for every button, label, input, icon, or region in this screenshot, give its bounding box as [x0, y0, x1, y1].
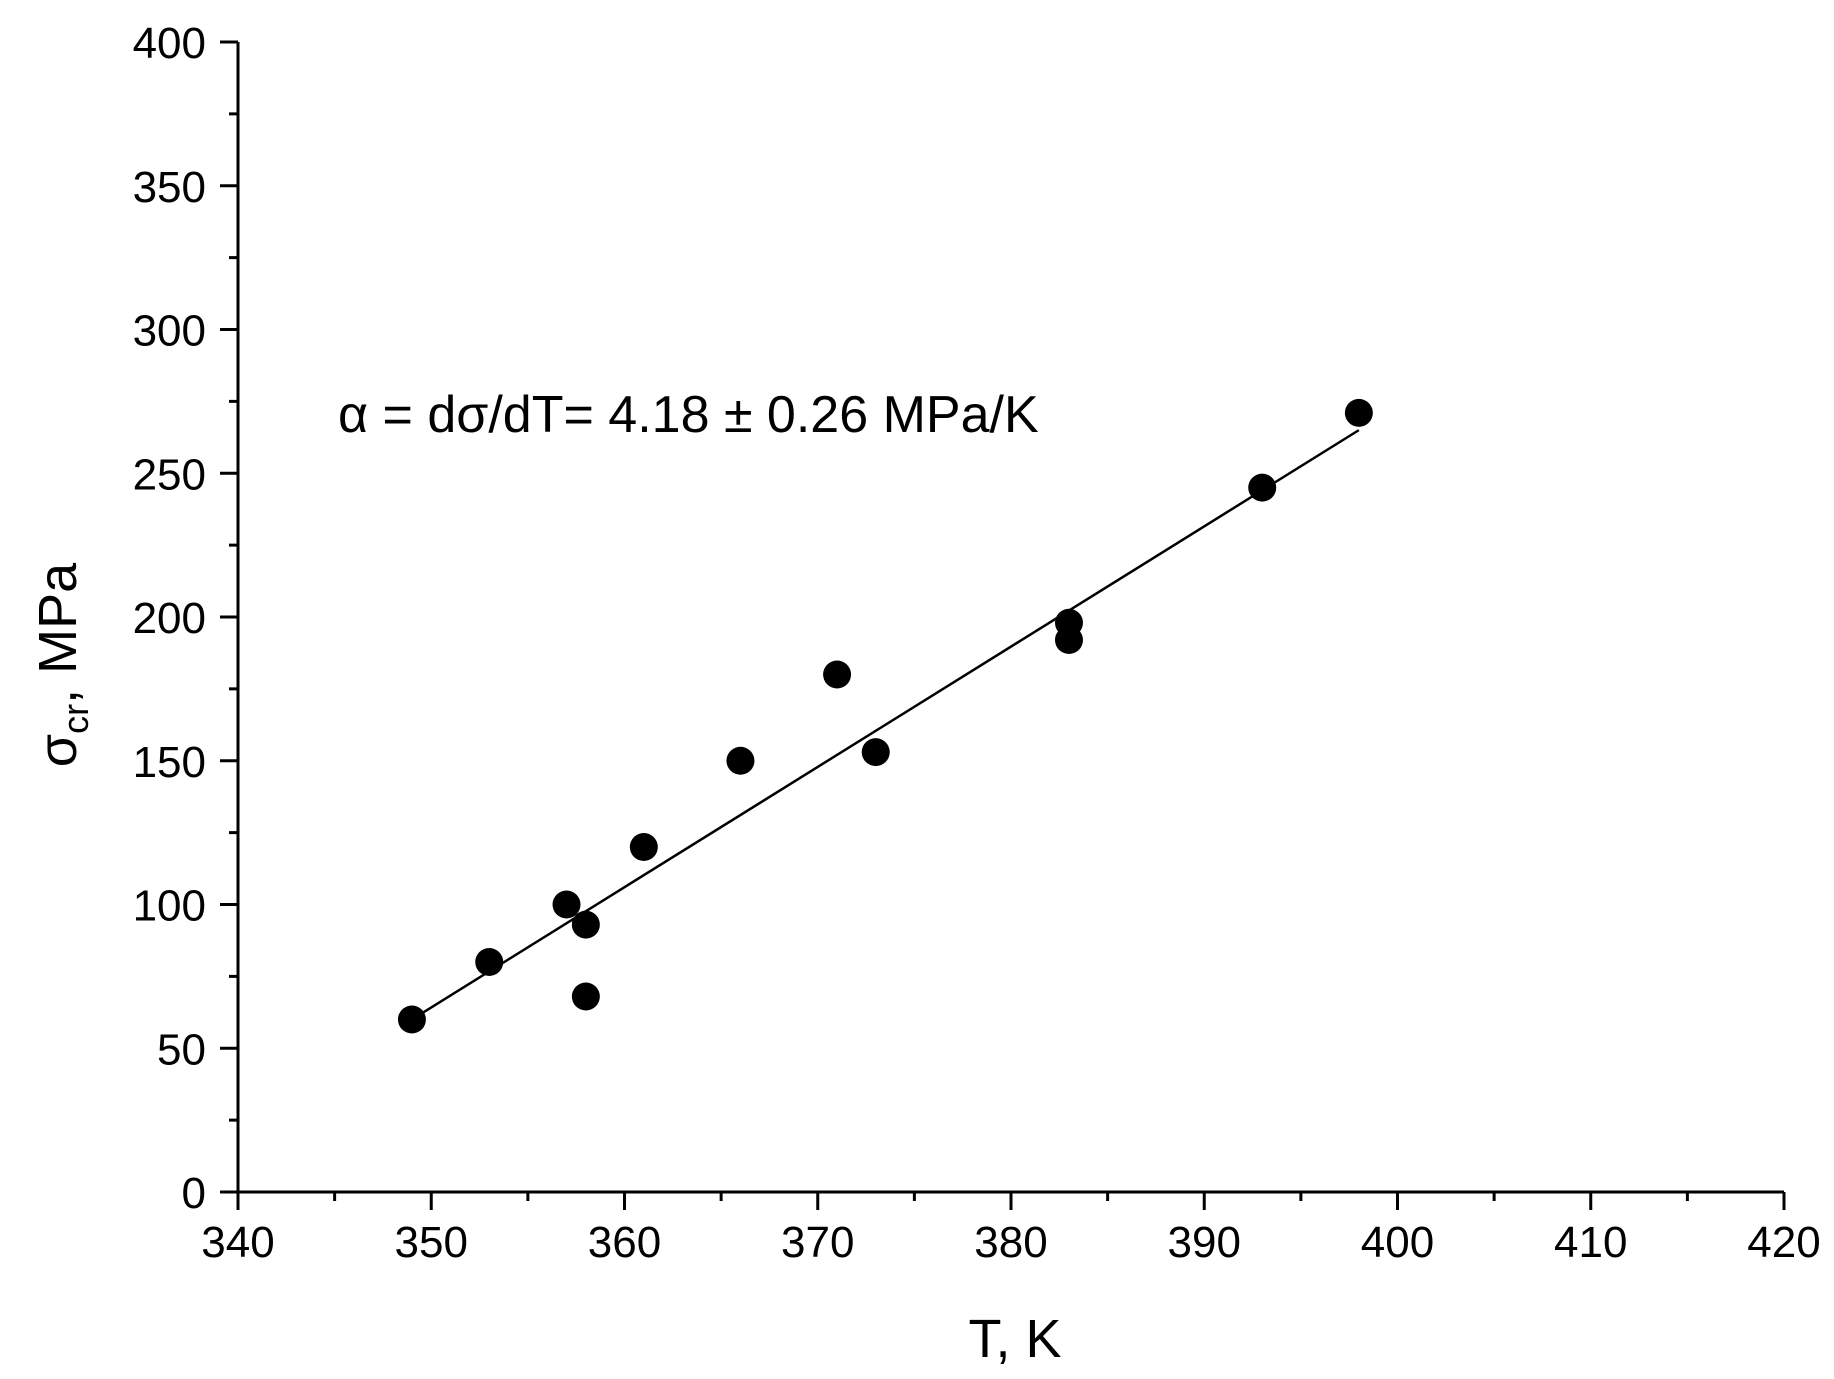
x-tick-label: 360 [588, 1218, 661, 1267]
y-axis-title-symbol: σ [28, 734, 88, 767]
data-point [475, 948, 504, 976]
axes: 340 350 360 370 380 390 400 410 420 0 50 100 150 200 2… [133, 19, 1821, 1267]
x-tick-label: 390 [1168, 1218, 1241, 1267]
x-tick-label: 400 [1361, 1218, 1434, 1267]
y-tick-label: 150 [133, 738, 206, 787]
data-point [1054, 626, 1083, 654]
y-tick-label: 400 [133, 19, 206, 68]
slope-annotation: α = dσ/dT= 4.18 ± 0.26 MPa/K [338, 386, 1039, 444]
y-axis-title-suffix: , MPa [28, 562, 88, 704]
data-point [571, 982, 600, 1011]
data-point [861, 738, 890, 767]
x-tick-label: 410 [1554, 1218, 1627, 1267]
y-tick-label: 350 [133, 163, 206, 212]
data-point [1248, 473, 1277, 502]
x-axis-title: T, K [968, 1309, 1061, 1369]
x-tick-label: 420 [1747, 1218, 1820, 1267]
y-axis-title-subscript: cr [55, 704, 96, 734]
x-tick-label: 380 [974, 1218, 1047, 1267]
x-tick-label: 340 [201, 1218, 274, 1267]
x-tick-label: 350 [395, 1218, 468, 1267]
data-point [571, 910, 600, 939]
data-point [397, 1005, 426, 1034]
data-point [629, 833, 658, 861]
y-axis-title: σcr, MPa [28, 562, 96, 767]
x-tick-label: 370 [781, 1218, 854, 1267]
data-point [823, 660, 852, 689]
y-tick-label: 200 [133, 594, 206, 643]
fit-line-layer [411, 429, 1360, 1021]
y-tick-label: 300 [133, 307, 206, 356]
y-tick-label: 0 [182, 1169, 206, 1218]
data-point [552, 890, 581, 919]
y-tick-label: 50 [157, 1025, 206, 1074]
y-tick-label: 100 [133, 882, 206, 931]
data-points-layer [397, 398, 1373, 1034]
data-point [1344, 398, 1373, 427]
data-point [726, 746, 755, 775]
y-tick-label: 250 [133, 450, 206, 499]
linear-fit-line [411, 429, 1360, 1021]
